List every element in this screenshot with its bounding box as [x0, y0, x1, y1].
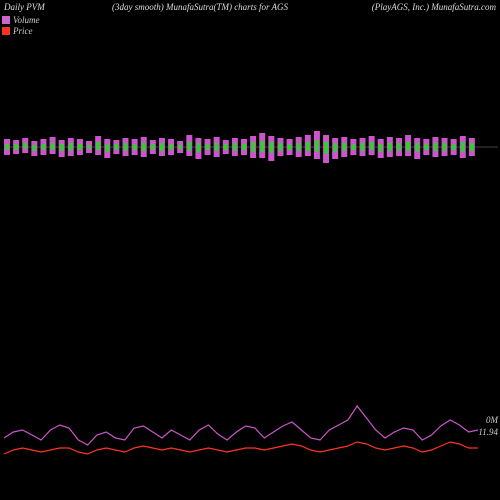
lower-chart-svg	[0, 0, 500, 500]
price-axis-label: 11.94	[478, 427, 498, 437]
volume-axis-label: 0M	[486, 415, 498, 425]
